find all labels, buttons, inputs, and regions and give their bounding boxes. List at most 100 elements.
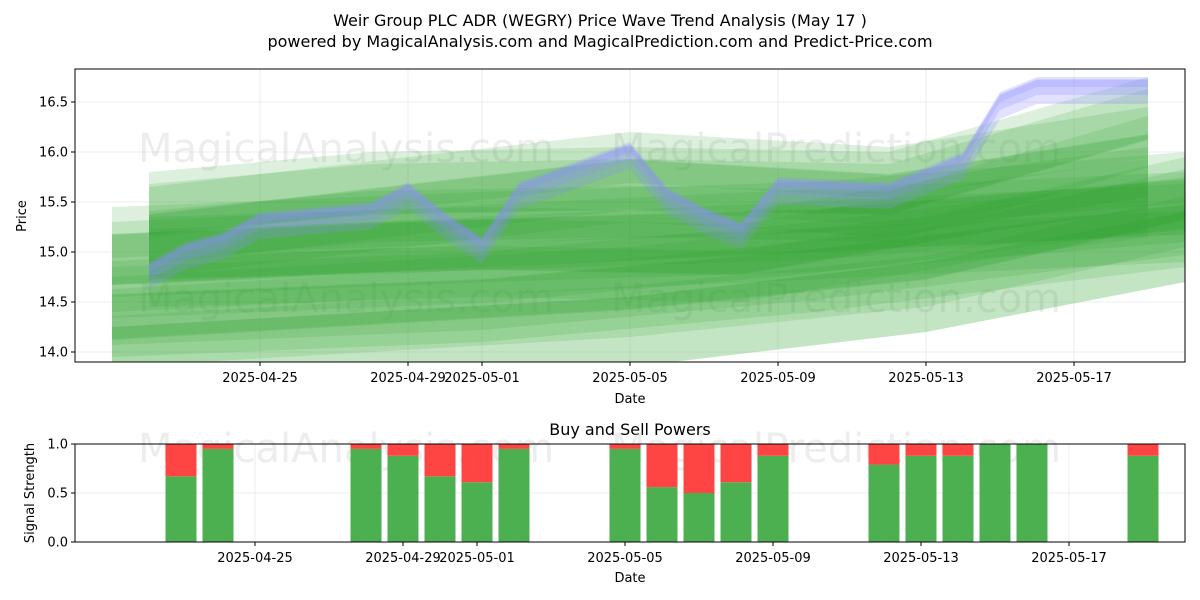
signal-x-tick-label: 2025-05-13 (883, 551, 959, 566)
wave-band-green (112, 211, 1185, 285)
wave-band-green (112, 179, 1185, 258)
wave-band-green (149, 116, 1148, 235)
signal-y-axis-label: Signal Strength (23, 443, 38, 543)
sell-bar (609, 444, 641, 449)
sell-bar (868, 444, 900, 465)
sell-bar (905, 444, 937, 456)
wave-band-green (149, 134, 1148, 238)
signal-x-tick-label: 2025-05-05 (587, 551, 663, 566)
price-y-tick-label: 14.5 (39, 296, 68, 311)
signal-x-tick-label: 2025-05-01 (439, 551, 515, 566)
wave-band-green (112, 177, 1185, 357)
price-plot-background (75, 69, 1185, 362)
watermark-analysis-top: MagicalAnalysis.com (138, 126, 554, 172)
chart-title: Weir Group PLC ADR (WEGRY) Price Wave Tr… (333, 11, 867, 30)
sell-bar (646, 444, 678, 488)
buy-bar (202, 448, 234, 542)
buy-bar (350, 448, 382, 542)
signal-y-tick-label: 0.0 (47, 536, 68, 551)
wave-band-green (149, 107, 1148, 277)
price-y-tick-label: 15.5 (39, 196, 68, 211)
sell-bar (498, 444, 530, 449)
buy-bar (461, 482, 493, 542)
buy-bar (683, 493, 715, 542)
sell-bar (683, 444, 715, 493)
wave-band-green (112, 180, 1185, 285)
wave-band-green (149, 147, 1148, 307)
buy-bar (165, 476, 197, 542)
price-x-axis-label: Date (614, 392, 645, 407)
sell-bar (350, 444, 382, 449)
signal-x-tick-label: 2025-05-17 (1031, 551, 1107, 566)
sell-bar (942, 444, 974, 456)
price-gridlines (75, 69, 1185, 362)
buy-bar (1016, 444, 1048, 542)
buy-bar (424, 476, 456, 542)
buy-bar (905, 455, 937, 542)
buy-bar (942, 455, 974, 542)
signal-y-ticks: 0.0 0.5 1.0 (47, 438, 75, 551)
signal-x-tick-label: 2025-04-25 (217, 551, 293, 566)
wave-band-green (149, 89, 1148, 234)
price-y-tick-label: 14.0 (39, 346, 68, 361)
wave-band-group (112, 77, 1185, 362)
price-x-tick-label: 2025-05-13 (888, 371, 964, 386)
sell-bar (387, 444, 419, 456)
price-y-ticks: 14.0 14.5 15.0 15.5 16.0 16.5 (39, 96, 75, 361)
signal-y-tick-label: 0.5 (47, 487, 68, 502)
signal-x-tick-label: 2025-04-29 (365, 551, 441, 566)
signal-bars (165, 444, 1159, 542)
wave-band-green (149, 159, 1148, 279)
price-x-tick-label: 2025-05-17 (1036, 371, 1112, 386)
buy-bar (646, 487, 678, 542)
wave-band-green (112, 205, 1185, 345)
signal-chart-title: Buy and Sell Powers (549, 420, 711, 439)
buy-bar (1127, 455, 1159, 542)
price-y-tick-label: 16.0 (39, 146, 68, 161)
wave-band-green (112, 152, 1185, 297)
price-y-axis-label: Price (15, 200, 30, 232)
sell-bar (757, 444, 789, 456)
price-wave-bands (112, 77, 1185, 362)
price-x-tick-label: 2025-05-05 (592, 371, 668, 386)
wave-band-green (149, 186, 1148, 280)
price-panel: MagicalAnalysis.com MagicalPrediction.co… (15, 68, 1186, 407)
buy-bar (979, 444, 1011, 542)
signal-panel: Buy and Sell Powers MagicalAnalysis.com … (23, 420, 1186, 586)
sell-bar (1127, 444, 1159, 456)
wave-band-green (112, 157, 1185, 362)
signal-x-axis-label: Date (614, 571, 645, 586)
price-y-tick-label: 16.5 (39, 96, 68, 111)
buy-bar (387, 455, 419, 542)
wave-band-green (112, 172, 1185, 312)
wave-band-blue (149, 77, 1148, 272)
sell-bar (461, 444, 493, 483)
sell-bar (202, 444, 234, 449)
signal-y-tick-label: 1.0 (47, 438, 68, 453)
buy-bar (609, 448, 641, 542)
wave-band-green (112, 204, 1185, 318)
price-x-tick-label: 2025-04-25 (222, 371, 298, 386)
price-x-tick-label: 2025-05-01 (444, 371, 520, 386)
wave-band-green (149, 135, 1148, 265)
sell-bar (720, 444, 752, 483)
watermark-prediction-bottom: MagicalPrediction.com (611, 276, 1061, 322)
watermark-prediction-top: MagicalPrediction.com (611, 126, 1061, 172)
wave-band-blue (149, 80, 1148, 289)
wave-band-green-lower (112, 212, 1185, 362)
price-x-tick-label: 2025-05-09 (740, 371, 816, 386)
wave-band-green (112, 196, 1185, 340)
price-y-tick-label: 15.0 (39, 246, 68, 261)
watermark-analysis-bottom: MagicalAnalysis.com (138, 276, 554, 322)
signal-x-tick-label: 2025-05-09 (735, 551, 811, 566)
chart-subtitle: powered by MagicalAnalysis.com and Magic… (267, 32, 932, 51)
buy-bar (757, 455, 789, 542)
wave-band-green (112, 169, 1185, 339)
sell-bar (424, 444, 456, 477)
buy-bar (720, 482, 752, 542)
sell-bar (165, 444, 197, 477)
price-x-tick-label: 2025-04-29 (370, 371, 446, 386)
